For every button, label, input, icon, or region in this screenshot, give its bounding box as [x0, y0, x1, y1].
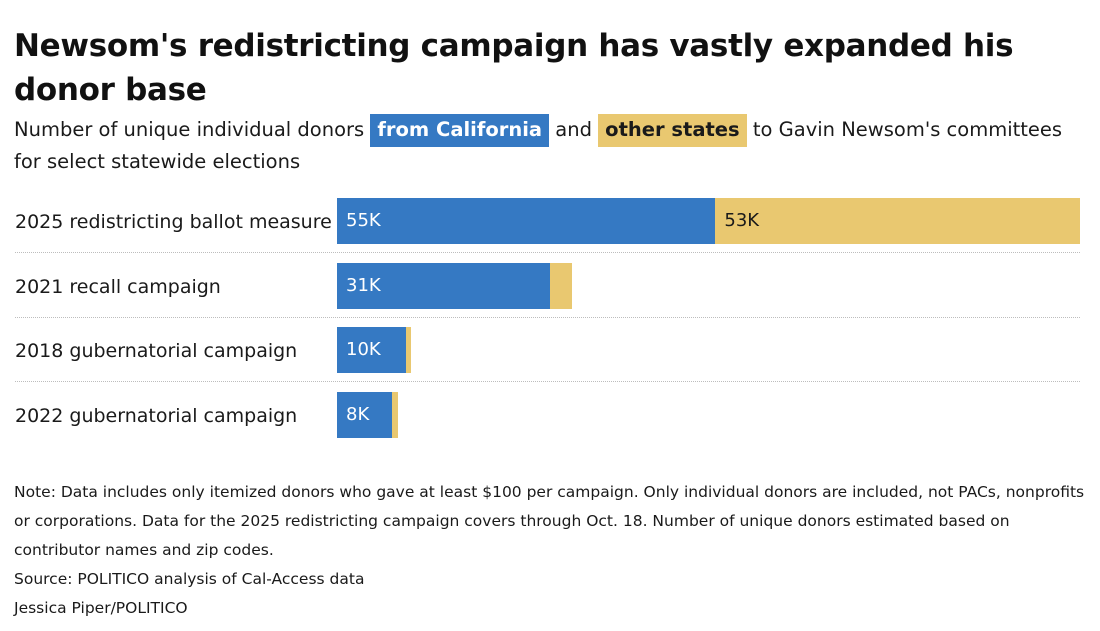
bar-from-california — [337, 391, 393, 438]
legend-key-california: from California — [370, 114, 550, 147]
data-label-california: 8K — [346, 403, 370, 425]
chart-subtitle: Number of unique individual donors from … — [14, 114, 1094, 177]
note-text: Note: Data includes only itemized donors… — [14, 483, 1085, 559]
chart-row: 2025 redistricting ballot measure 55K 53K — [0, 194, 1100, 250]
data-label-california: 10K — [346, 339, 381, 360]
bar-from-california — [337, 198, 716, 244]
chart-row: 2022 gubernatorial campaign 8K — [0, 388, 1100, 444]
data-label-california: 55K — [346, 210, 381, 231]
subtitle-middle: and — [555, 118, 592, 141]
row-divider — [15, 316, 1080, 318]
chart-row: 2021 recall campaign 31K — [0, 259, 1100, 315]
category-label: 2021 recall campaign — [15, 275, 221, 298]
category-label: 2025 redistricting ballot measure — [15, 211, 332, 233]
bar-from-california — [337, 327, 406, 373]
bar-other-states — [715, 198, 1080, 244]
category-label: 2018 gubernatorial campaign — [15, 340, 298, 362]
data-label-california: 31K — [346, 274, 381, 296]
source-text: Source: POLITICO analysis of Cal-Access … — [14, 570, 365, 588]
bar-other-states — [405, 327, 411, 373]
bar-other-states — [550, 262, 573, 309]
chart-row: 2018 gubernatorial campaign 10K — [0, 323, 1100, 379]
category-label: 2022 gubernatorial campaign — [15, 404, 298, 427]
chart-title: Newsom's redistricting campaign has vast… — [14, 28, 1014, 108]
credit-text: Jessica Piper/POLITICO — [14, 599, 188, 617]
data-label-other-states: 53K — [724, 210, 760, 231]
row-divider — [15, 381, 1080, 382]
legend-key-other-states: other states — [598, 114, 747, 147]
chart-notes: Note: Data includes only itemized donors… — [14, 478, 1089, 623]
subtitle-suffix: to Gavin Newsom's committees for select … — [14, 118, 1063, 173]
bar-other-states — [392, 391, 398, 438]
stacked-bar-chart: 2025 redistricting ballot measure 55K 53K 2… — [0, 194, 1100, 446]
bar-from-california — [337, 262, 551, 309]
row-divider — [15, 252, 1080, 253]
subtitle-prefix: Number of unique individual donors — [14, 118, 365, 141]
